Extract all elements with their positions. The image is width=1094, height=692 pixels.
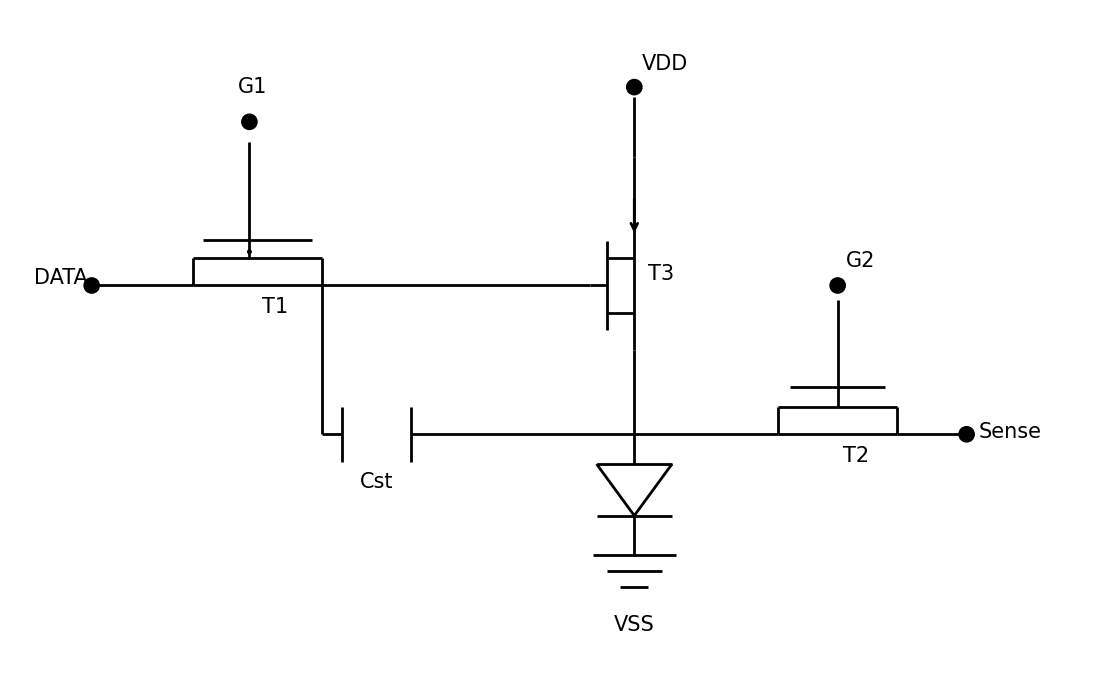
Circle shape	[84, 279, 98, 293]
Text: Sense: Sense	[978, 422, 1041, 442]
Circle shape	[243, 115, 256, 129]
Text: VSS: VSS	[614, 614, 654, 635]
Text: T3: T3	[648, 264, 674, 284]
Circle shape	[247, 249, 252, 254]
Text: T1: T1	[263, 298, 289, 318]
Text: VDD: VDD	[642, 54, 688, 74]
Text: DATA: DATA	[34, 268, 88, 288]
Text: G1: G1	[237, 77, 267, 97]
Text: G2: G2	[846, 251, 875, 271]
Circle shape	[627, 80, 641, 94]
Text: T2: T2	[842, 446, 869, 466]
Text: Cst: Cst	[360, 472, 393, 492]
Circle shape	[959, 428, 974, 441]
Circle shape	[830, 279, 845, 293]
